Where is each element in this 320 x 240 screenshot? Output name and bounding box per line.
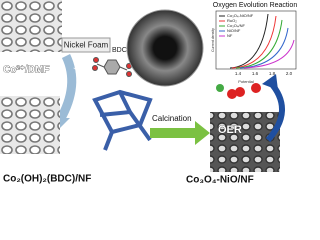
inset-title: Oxygen Evolution Reaction [213, 2, 298, 9]
legend-label: RuO₂ [227, 18, 237, 23]
bdc-label: BDC [112, 47, 127, 54]
diagram: Nickel Foam Co²⁺/DMF Hydrothermal BDC Co… [0, 0, 298, 186]
label-box [61, 37, 111, 53]
intermediate-label: Co₂(OH)₂(BDC)/NF [3, 174, 91, 185]
inset-curves [229, 13, 295, 69]
inset-x-tick-label: 1.4 [235, 71, 242, 76]
arrow-head [262, 74, 278, 90]
calcination-arrow [150, 121, 210, 145]
legend-label: NiO/NF [227, 28, 241, 33]
inset-x-label: Potential [238, 79, 254, 84]
inset-x-tick-label: 1.8 [269, 71, 276, 76]
intermediate-foam-image [0, 96, 60, 154]
nickel-foam-label: Nickel Foam [64, 41, 109, 50]
inset-y-label: Current density [211, 28, 215, 52]
precursor-label: Co²⁺/DMF [3, 65, 49, 76]
hydrothermal-arrow [56, 54, 77, 123]
nickel-foam-image [0, 0, 62, 52]
product-foam-image [210, 112, 280, 172]
inset-x-tick-label: 2.0 [286, 71, 293, 76]
legend-label: Co₃O₄/NF [227, 23, 245, 28]
calcination-label: Calcination [152, 114, 192, 123]
legend-label: NF [227, 33, 233, 38]
oer-label: OER [218, 124, 242, 136]
sem-image [126, 9, 204, 87]
mof-structure [92, 89, 153, 151]
bdc-molecule [92, 57, 132, 77]
product-label: Co₃O₄-NiO/NF [186, 175, 254, 186]
oxygen-molecules [216, 83, 261, 99]
inset-x-tick-label: 1.6 [252, 71, 259, 76]
legend-label: Co₃O₄-NiO/NF [227, 13, 254, 18]
